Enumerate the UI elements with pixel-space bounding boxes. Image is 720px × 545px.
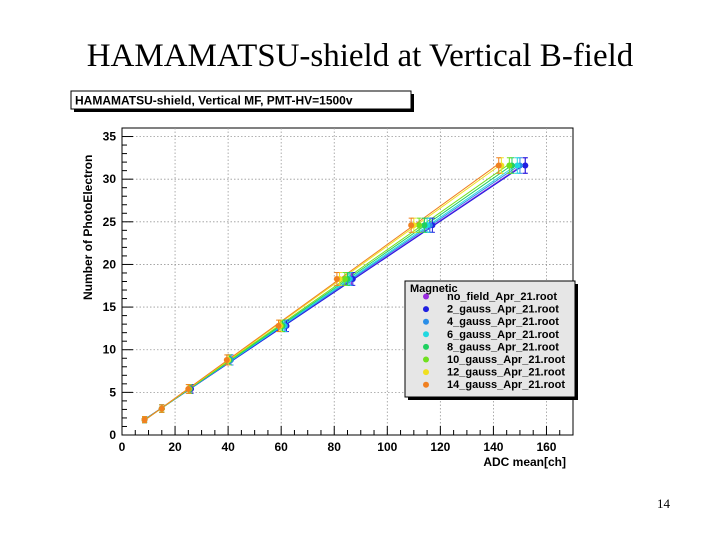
legend-box [404, 280, 576, 398]
legend-label: 10_gauss_Apr_21.root [447, 354, 565, 366]
data-point [275, 322, 282, 329]
x-tick-label: 160 [536, 440, 556, 454]
legend-label: 8_gauss_Apr_21.root [447, 341, 559, 353]
x-axis-label: ADC mean[ch] [483, 455, 566, 469]
data-point [141, 416, 148, 423]
data-point [495, 162, 502, 169]
data-point [341, 275, 348, 282]
x-tick-label: 100 [377, 440, 397, 454]
y-axis-label: Number of PhotoElectron [81, 155, 95, 300]
data-point [514, 162, 521, 169]
x-tick-label: 120 [430, 440, 450, 454]
x-tick-label: 60 [274, 440, 288, 454]
legend-label: 4_gauss_Apr_21.root [447, 316, 559, 328]
legend-items: no_field_Apr_21.root2_gauss_Apr_21.root4… [423, 291, 565, 391]
x-axis: 0 20 40 60 80 100 120 140 160 [119, 426, 574, 454]
fit-line [144, 163, 500, 421]
data-point [223, 356, 230, 363]
legend: Magnetic no_field_Apr_21.root2_gauss_Apr… [404, 280, 578, 400]
data-point [408, 222, 415, 229]
y-tick-label: 0 [109, 428, 116, 442]
y-tick-label: 30 [103, 172, 117, 186]
chart-title-box [70, 90, 412, 110]
y-tick-label: 25 [103, 215, 117, 229]
y-tick-label: 15 [103, 300, 117, 314]
fit-lines [144, 162, 526, 421]
x-tick-label: 140 [483, 440, 503, 454]
legend-marker [423, 356, 429, 363]
x-tick-label: 20 [168, 440, 182, 454]
legend-marker [423, 306, 429, 313]
data-point [185, 385, 192, 392]
data-point [421, 222, 428, 229]
data-point [333, 275, 340, 282]
y-tick-label: 20 [103, 257, 117, 271]
legend-label: 12_gauss_Apr_21.root [447, 367, 565, 379]
legend-label: no_field_Apr_21.root [447, 291, 557, 303]
x-tick-label: 40 [221, 440, 235, 454]
legend-marker [423, 369, 429, 376]
data-point [158, 405, 165, 412]
legend-label: 6_gauss_Apr_21.root [447, 329, 559, 341]
legend-marker [423, 343, 429, 350]
x-tick-label: 0 [119, 440, 126, 454]
chart-title: HAMAMATSU-shield, Vertical MF, PMT-HV=15… [75, 94, 353, 108]
slide-title: HAMAMATSU-shield at Vertical B-field [86, 38, 634, 74]
data-point [522, 162, 529, 169]
y-axis: 0 5 10 15 20 25 30 35 [103, 127, 133, 442]
legend-marker [423, 381, 429, 388]
legend-label: 2_gauss_Apr_21.root [447, 304, 559, 316]
y-tick-label: 5 [109, 385, 116, 399]
legend-marker [423, 293, 429, 300]
y-tick-label: 35 [103, 130, 117, 144]
legend-label: 14_gauss_Apr_21.root [447, 379, 565, 391]
legend-marker [423, 331, 429, 338]
page-number: 14 [657, 496, 670, 511]
data-point [506, 162, 513, 169]
fit-line [144, 163, 510, 421]
data-point [416, 222, 423, 229]
legend-marker [423, 318, 429, 325]
legend-title: Magnetic [410, 283, 458, 295]
y-tick-label: 10 [103, 343, 117, 357]
data-points [141, 157, 529, 424]
x-tick-label: 80 [328, 440, 342, 454]
